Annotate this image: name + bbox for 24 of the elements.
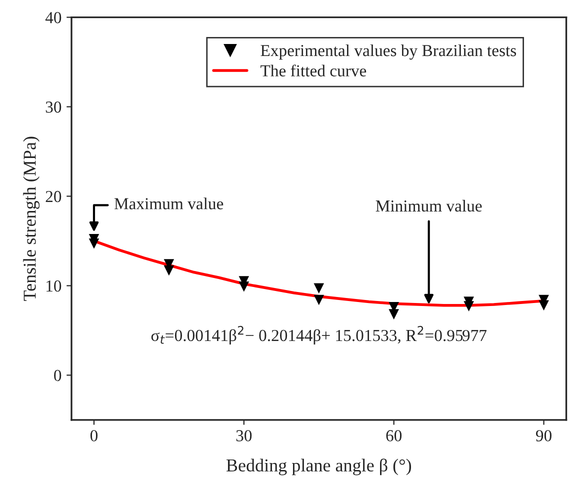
y-tick-label: 0 — [54, 370, 62, 382]
x-tick-label: 30 — [236, 430, 252, 442]
y-axis-title: Tensile strength (MPa) — [23, 136, 40, 301]
y-tick-label: 10 — [46, 280, 62, 292]
annotation: σ$_{t}$=0.00141β$^{2}$− 0.20144β+ 15.01533, R$^{2}$=0.95977 — [151, 326, 486, 345]
y-tick-label: 20 — [46, 190, 62, 202]
point — [164, 265, 174, 276]
y-tick-label: 40 — [45, 12, 62, 24]
point — [314, 283, 324, 294]
point — [88, 238, 100, 249]
x-tick-label: 60 — [386, 430, 402, 442]
x-tick-label: 0 — [90, 430, 98, 442]
x-axis-title: Bedding plane angle β (°) — [226, 458, 412, 476]
legend-label: Experimental values by Brazilian tests — [260, 44, 516, 60]
annotation: Maximum value — [114, 198, 224, 210]
point — [314, 294, 324, 306]
x-tick-label: 90 — [536, 430, 552, 442]
legend-label: The fitted curve — [260, 64, 366, 76]
point — [538, 300, 549, 311]
point — [388, 309, 400, 320]
annotation: Minimum value — [376, 200, 482, 212]
point — [464, 301, 474, 312]
point — [238, 281, 250, 292]
y-tick-label: 30 — [46, 101, 62, 113]
